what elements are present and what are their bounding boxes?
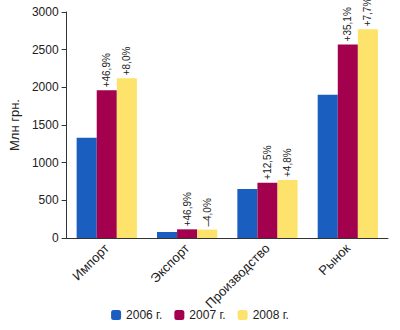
svg-text:2007 г.: 2007 г. bbox=[189, 308, 225, 322]
svg-text:+12,5%: +12,5% bbox=[262, 145, 273, 179]
svg-text:1000: 1000 bbox=[32, 156, 59, 170]
svg-text:Импорт: Импорт bbox=[69, 241, 112, 284]
svg-text:2000: 2000 bbox=[32, 80, 59, 94]
svg-text:–4,0%: –4,0% bbox=[202, 198, 213, 226]
svg-text:Экспорт: Экспорт bbox=[147, 241, 192, 286]
svg-text:3000: 3000 bbox=[32, 5, 59, 19]
svg-text:2008 г.: 2008 г. bbox=[253, 308, 289, 322]
svg-text:2006 г.: 2006 г. bbox=[126, 308, 162, 322]
svg-text:+4,8%: +4,8% bbox=[282, 148, 293, 177]
svg-text:0: 0 bbox=[52, 231, 59, 245]
svg-text:1500: 1500 bbox=[32, 118, 59, 132]
svg-text:+8,0%: +8,0% bbox=[121, 47, 132, 76]
svg-text:Рынок: Рынок bbox=[316, 240, 354, 278]
svg-text:2500: 2500 bbox=[32, 43, 59, 57]
svg-text:+46,9%: +46,9% bbox=[182, 192, 193, 226]
svg-text:Производство: Производство bbox=[202, 241, 272, 311]
svg-text:+7,7%: +7,7% bbox=[362, 0, 373, 26]
svg-text:+46,9%: +46,9% bbox=[101, 53, 112, 87]
svg-text:500: 500 bbox=[39, 193, 59, 207]
svg-text:Млн грн.: Млн грн. bbox=[7, 99, 22, 151]
svg-text:+35,1%: +35,1% bbox=[342, 7, 353, 41]
